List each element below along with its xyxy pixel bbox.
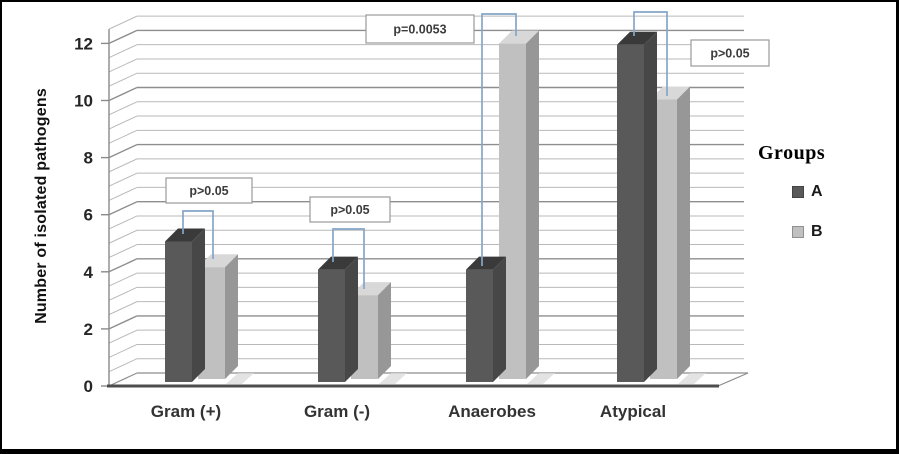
x-category-label: Atypical	[600, 402, 666, 421]
bar-Anaerobes-A-side	[493, 256, 506, 382]
gridline-diagonal	[108, 258, 138, 273]
legend-label-b: B	[811, 223, 823, 240]
gridline-diagonal	[108, 58, 138, 73]
gridline-diagonal	[108, 201, 138, 216]
bar-Gram (-)-B-top	[351, 282, 391, 296]
significance-bracket	[182, 210, 214, 259]
p-value-box	[690, 39, 770, 67]
bar-shadow	[678, 373, 706, 384]
gridline-diagonal	[108, 329, 138, 344]
legend-title: Groups	[758, 142, 826, 164]
bar-Gram (+)-A-side	[192, 228, 205, 382]
significance-bracket	[633, 11, 668, 96]
gridline-diagonal	[108, 172, 138, 187]
bar-chart: 0 2 4 6 8 10 12 Gram (+) Gram (-) Anaerobes Atypic…	[74, 11, 770, 421]
floor-left-edge	[108, 372, 138, 387]
y-tick-label: 6	[84, 206, 93, 225]
gridline-diagonal	[108, 343, 138, 358]
gridline-diagonal	[108, 301, 138, 316]
gridline-diagonal	[108, 286, 138, 301]
gridline-diagonal	[108, 101, 138, 116]
legend-item-a: A	[792, 183, 884, 201]
bar-Atypical-A-side	[644, 31, 657, 383]
y-axis-title: Number of isolated pathogens	[33, 88, 50, 324]
p-value-label: p>0.05	[330, 203, 369, 217]
bar-shadow	[226, 373, 254, 384]
gridline-diagonal	[108, 158, 138, 173]
bar-Anaerobes-A-front	[466, 269, 493, 382]
bar-Gram (+)-B-side	[225, 254, 238, 379]
y-tick-label: 8	[84, 149, 93, 168]
gridline-diagonal	[108, 229, 138, 244]
p-value-box	[309, 196, 391, 223]
p-value-label: p>0.05	[189, 184, 228, 198]
gridline-diagonal	[108, 86, 138, 102]
legend: Groups A B	[754, 142, 884, 263]
gridline-diagonal	[108, 215, 138, 230]
p-value-label: p>0.05	[710, 47, 749, 61]
y-tick-label: 2	[84, 320, 93, 339]
x-category-label: Anaerobes	[448, 402, 536, 421]
p-value-box	[365, 14, 475, 44]
bar-Atypical-A-top	[617, 31, 657, 45]
p-value-label: p=0.0053	[393, 23, 446, 37]
gridline-diagonal	[108, 244, 138, 258]
y-tick-label: 10	[74, 92, 93, 111]
bar-Atypical-A-front	[617, 44, 644, 383]
y-tick-label: 4	[84, 263, 94, 282]
bar-Gram (-)-A-front	[318, 269, 345, 382]
bar-Gram (-)-A-top	[318, 256, 358, 270]
bar-Atypical-B-side	[677, 86, 690, 379]
bar-Gram (+)-A-front	[165, 241, 192, 382]
x-category-label: Gram (-)	[304, 402, 370, 421]
gridline-diagonal	[108, 72, 138, 87]
gridline-diagonal	[108, 186, 138, 201]
bar-shadow	[527, 373, 555, 384]
gridline-diagonal	[108, 115, 138, 130]
bar-Anaerobes-B-top	[499, 30, 539, 44]
gridline-diagonal	[108, 358, 138, 373]
floor-right-edge	[717, 372, 749, 387]
significance-bracket	[332, 228, 365, 289]
bar-Anaerobes-A-top	[466, 256, 506, 270]
series-a-swatch-icon	[792, 186, 804, 198]
gridline-diagonal	[108, 29, 138, 45]
series-b-swatch-icon	[792, 226, 804, 238]
p-value-box	[165, 177, 253, 204]
gridline-diagonal	[108, 315, 138, 330]
bar-Gram (+)-B-top	[198, 254, 238, 268]
bar-shadow	[379, 373, 407, 384]
legend-label-a: A	[811, 183, 823, 200]
bar-Gram (-)-B-side	[378, 282, 391, 379]
legend-item-b: B	[792, 223, 884, 241]
gridline-diagonal	[108, 15, 138, 30]
gridline-diagonal	[108, 143, 138, 159]
bar-Gram (+)-A-top	[165, 228, 205, 242]
gridline-diagonal	[108, 44, 138, 59]
y-tick-label: 12	[74, 34, 93, 53]
gridline-diagonal	[108, 272, 138, 287]
bar-Gram (-)-A-side	[345, 256, 358, 382]
y-tick-label: 0	[84, 377, 93, 396]
bar-Atypical-B-top	[650, 86, 690, 100]
bar-Anaerobes-B-side	[526, 30, 539, 379]
gridline-diagonal	[108, 129, 138, 144]
x-category-label: Gram (+)	[151, 402, 221, 421]
significance-bracket	[481, 13, 517, 266]
